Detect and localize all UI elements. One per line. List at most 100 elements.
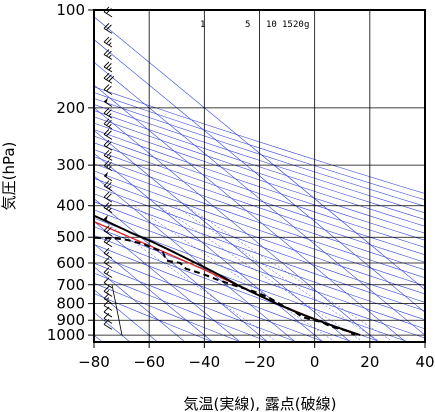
mixing-ratio-label: 10 (266, 20, 277, 30)
dry-adiabat-line (94, 149, 425, 263)
mixing-ratio-label: g (304, 20, 309, 30)
dry-adiabat-line (94, 253, 325, 342)
dry-adiabat-line (94, 226, 409, 342)
y-tick-label: 600 (56, 254, 85, 272)
wind-barb-shaft (103, 207, 113, 214)
dry-adiabat-line (94, 272, 270, 342)
wind-barb-staff (111, 284, 123, 336)
wind-barb-feather (106, 130, 112, 137)
wind-barb (103, 150, 113, 161)
dry-adiabat-line (94, 282, 242, 342)
wind-barb-feather (103, 49, 110, 55)
wind-barb (103, 191, 113, 203)
wind-barb-feather (106, 38, 112, 44)
wind-barb (103, 118, 113, 130)
wind-barb-feather (103, 36, 110, 43)
wind-barb (103, 139, 113, 151)
wind-barb (103, 214, 113, 225)
wind-barb-pennant (104, 171, 108, 178)
wind-barb (103, 180, 113, 192)
wind-barb-feather (106, 237, 112, 244)
wind-barb (103, 247, 113, 259)
dry-adiabat-line (94, 293, 214, 342)
wind-barb-feather (106, 85, 112, 92)
isotherm-line (94, 221, 241, 342)
mixing-ratio-line (133, 205, 336, 342)
dry-adiabat-line (94, 178, 425, 295)
wind-barb (103, 171, 113, 182)
wind-barb-shaft (103, 144, 113, 151)
dry-adiabat-line (94, 122, 425, 234)
wind-barb-shaft (103, 165, 113, 172)
dry-adiabat-line (94, 170, 425, 287)
wind-barb-feather (103, 84, 110, 90)
wind-barb-shaft (103, 196, 113, 203)
wind-barb-shaft (103, 323, 113, 330)
y-axis-title: 気圧(hPa) (0, 142, 18, 211)
wind-barb-feather (103, 72, 110, 79)
wind-barb (103, 319, 113, 330)
wind-barb-feather (103, 257, 110, 263)
wind-barb-shaft (103, 133, 113, 140)
y-tick-label: 500 (56, 228, 85, 246)
wind-barb-feather (106, 161, 112, 168)
wind-barb-half-feather (106, 251, 110, 256)
wind-barb-feather (103, 118, 110, 125)
wind-barb-shaft (103, 230, 113, 237)
dry-adiabat-line (94, 86, 425, 194)
dry-adiabat-line (94, 193, 425, 312)
dry-adiabat-line (94, 209, 425, 330)
wind-barb-shaft (103, 272, 113, 278)
wind-barb (103, 97, 113, 107)
wind-barb-shaft (103, 66, 113, 73)
dry-adiabat-line (94, 135, 425, 248)
wind-barb-shaft (103, 89, 113, 95)
isotherm-line (94, 107, 379, 342)
y-tick-label: 100 (56, 1, 85, 19)
wind-barb (103, 202, 113, 214)
mixing-ratio-line (174, 205, 381, 342)
wind-barb-half-feather (108, 207, 112, 211)
wind-barb (103, 267, 113, 278)
wind-barb-shaft (103, 154, 113, 161)
wind-barb-feather (103, 225, 110, 232)
wind-barb-feather (106, 74, 112, 81)
dry-adiabat-line (94, 110, 425, 220)
wind-barb (103, 286, 113, 297)
wind-barb (103, 257, 113, 268)
wind-barb-feather (106, 227, 112, 233)
mixing-ratio-line (158, 205, 364, 342)
mixing-ratio-label: 15 (282, 20, 293, 30)
wind-barb-feather (103, 202, 110, 208)
y-tick-label: 900 (56, 311, 85, 329)
wind-barb-feather (103, 313, 110, 319)
x-axis-title: 気温(実線), 露点(破線) (184, 395, 337, 412)
wind-barb-half-feather (108, 67, 112, 71)
wind-barb-feather (103, 293, 110, 299)
wind-barb-feather (103, 286, 110, 292)
temperature-line (94, 214, 361, 337)
mixing-ratio-label: 5 (245, 20, 250, 30)
wind-barb-half-feather (106, 290, 110, 294)
wind-barb-feather (103, 191, 110, 198)
dry-adiabat-line (94, 201, 425, 321)
wind-barb-feather (103, 180, 110, 187)
plot-frame (93, 9, 426, 343)
wind-barb (103, 160, 113, 172)
wind-barb (103, 61, 113, 73)
wind-barb-half-feather (108, 42, 112, 46)
isotherm-line (94, 152, 324, 342)
wind-barb-feather (103, 300, 110, 306)
wind-barb-feather (103, 139, 110, 146)
dry-adiabat-line (94, 104, 425, 214)
wind-barb-shaft (103, 101, 113, 107)
wind-barb-feather (103, 107, 110, 114)
isotherm-line (94, 198, 269, 342)
wind-barb-feather (103, 277, 110, 284)
wind-barb-feather (106, 182, 112, 188)
wind-barb-shaft (103, 112, 113, 119)
x-tick-label: −80 (78, 353, 110, 371)
dry-adiabat-line (94, 142, 425, 256)
dry-adiabat-line (94, 156, 425, 271)
wind-barb-feather (103, 236, 110, 243)
